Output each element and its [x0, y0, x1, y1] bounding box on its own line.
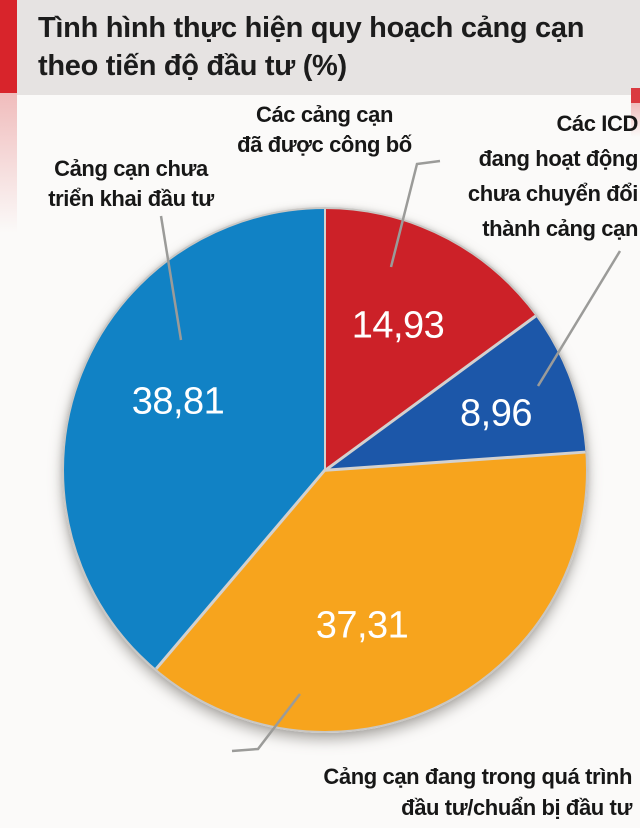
slice-value-orange: 37,31: [315, 604, 409, 647]
corner-accent-fade: [631, 103, 640, 137]
callout-label-red: Các cảng cạn đã được công bố: [202, 100, 447, 160]
title-accent-bar: [0, 0, 17, 93]
title-accent-fade: [0, 93, 17, 233]
page-title-line1: Tình hình thực hiện quy hoạch cảng cạn: [38, 12, 585, 44]
slice-separator: [323, 209, 327, 470]
slice-separator: [155, 469, 326, 670]
page-title-line2: theo tiến độ đầu tư (%): [38, 50, 347, 82]
callout-bottom-line1: Cảng cạn đang trong quá trình: [323, 764, 632, 789]
callout-right-line1: Các ICD: [556, 111, 638, 136]
callout-label-darkblue: Các ICD đang hoạt động chưa chuyển đổi t…: [413, 106, 638, 246]
slice-value-red: 14,93: [351, 304, 445, 347]
callout-right-line2: đang hoạt động: [478, 146, 639, 171]
slice-value-lightblue: 38,81: [131, 380, 225, 423]
callout-right-line3: chưa chuyển đổi: [467, 181, 638, 206]
callout-label-lightblue: Cảng cạn chưa triển khai đầu tư: [22, 154, 240, 214]
title-band: Tình hình thực hiện quy hoạch cảng cạn th…: [0, 0, 640, 95]
callout-top-line2: đã được công bố: [237, 132, 412, 157]
callout-label-orange: Cảng cạn đang trong quá trình đầu tư/chu…: [207, 761, 632, 823]
callout-bottom-line2: đầu tư/chuẩn bị đầu tư: [401, 795, 632, 820]
pie-chart: [62, 207, 588, 733]
callout-right-line4: thành cảng cạn: [482, 216, 638, 241]
callout-left-line1: Cảng cạn chưa: [54, 156, 208, 181]
callout-left-line2: triển khai đầu tư: [48, 186, 214, 211]
page-title: Tình hình thực hiện quy hoạch cảng cạn th…: [38, 9, 584, 85]
callout-top-line1: Các cảng cạn: [255, 102, 394, 127]
slice-value-darkblue: 8,96: [460, 392, 532, 435]
corner-accent-bar: [631, 88, 640, 103]
slice-separator: [324, 450, 586, 472]
